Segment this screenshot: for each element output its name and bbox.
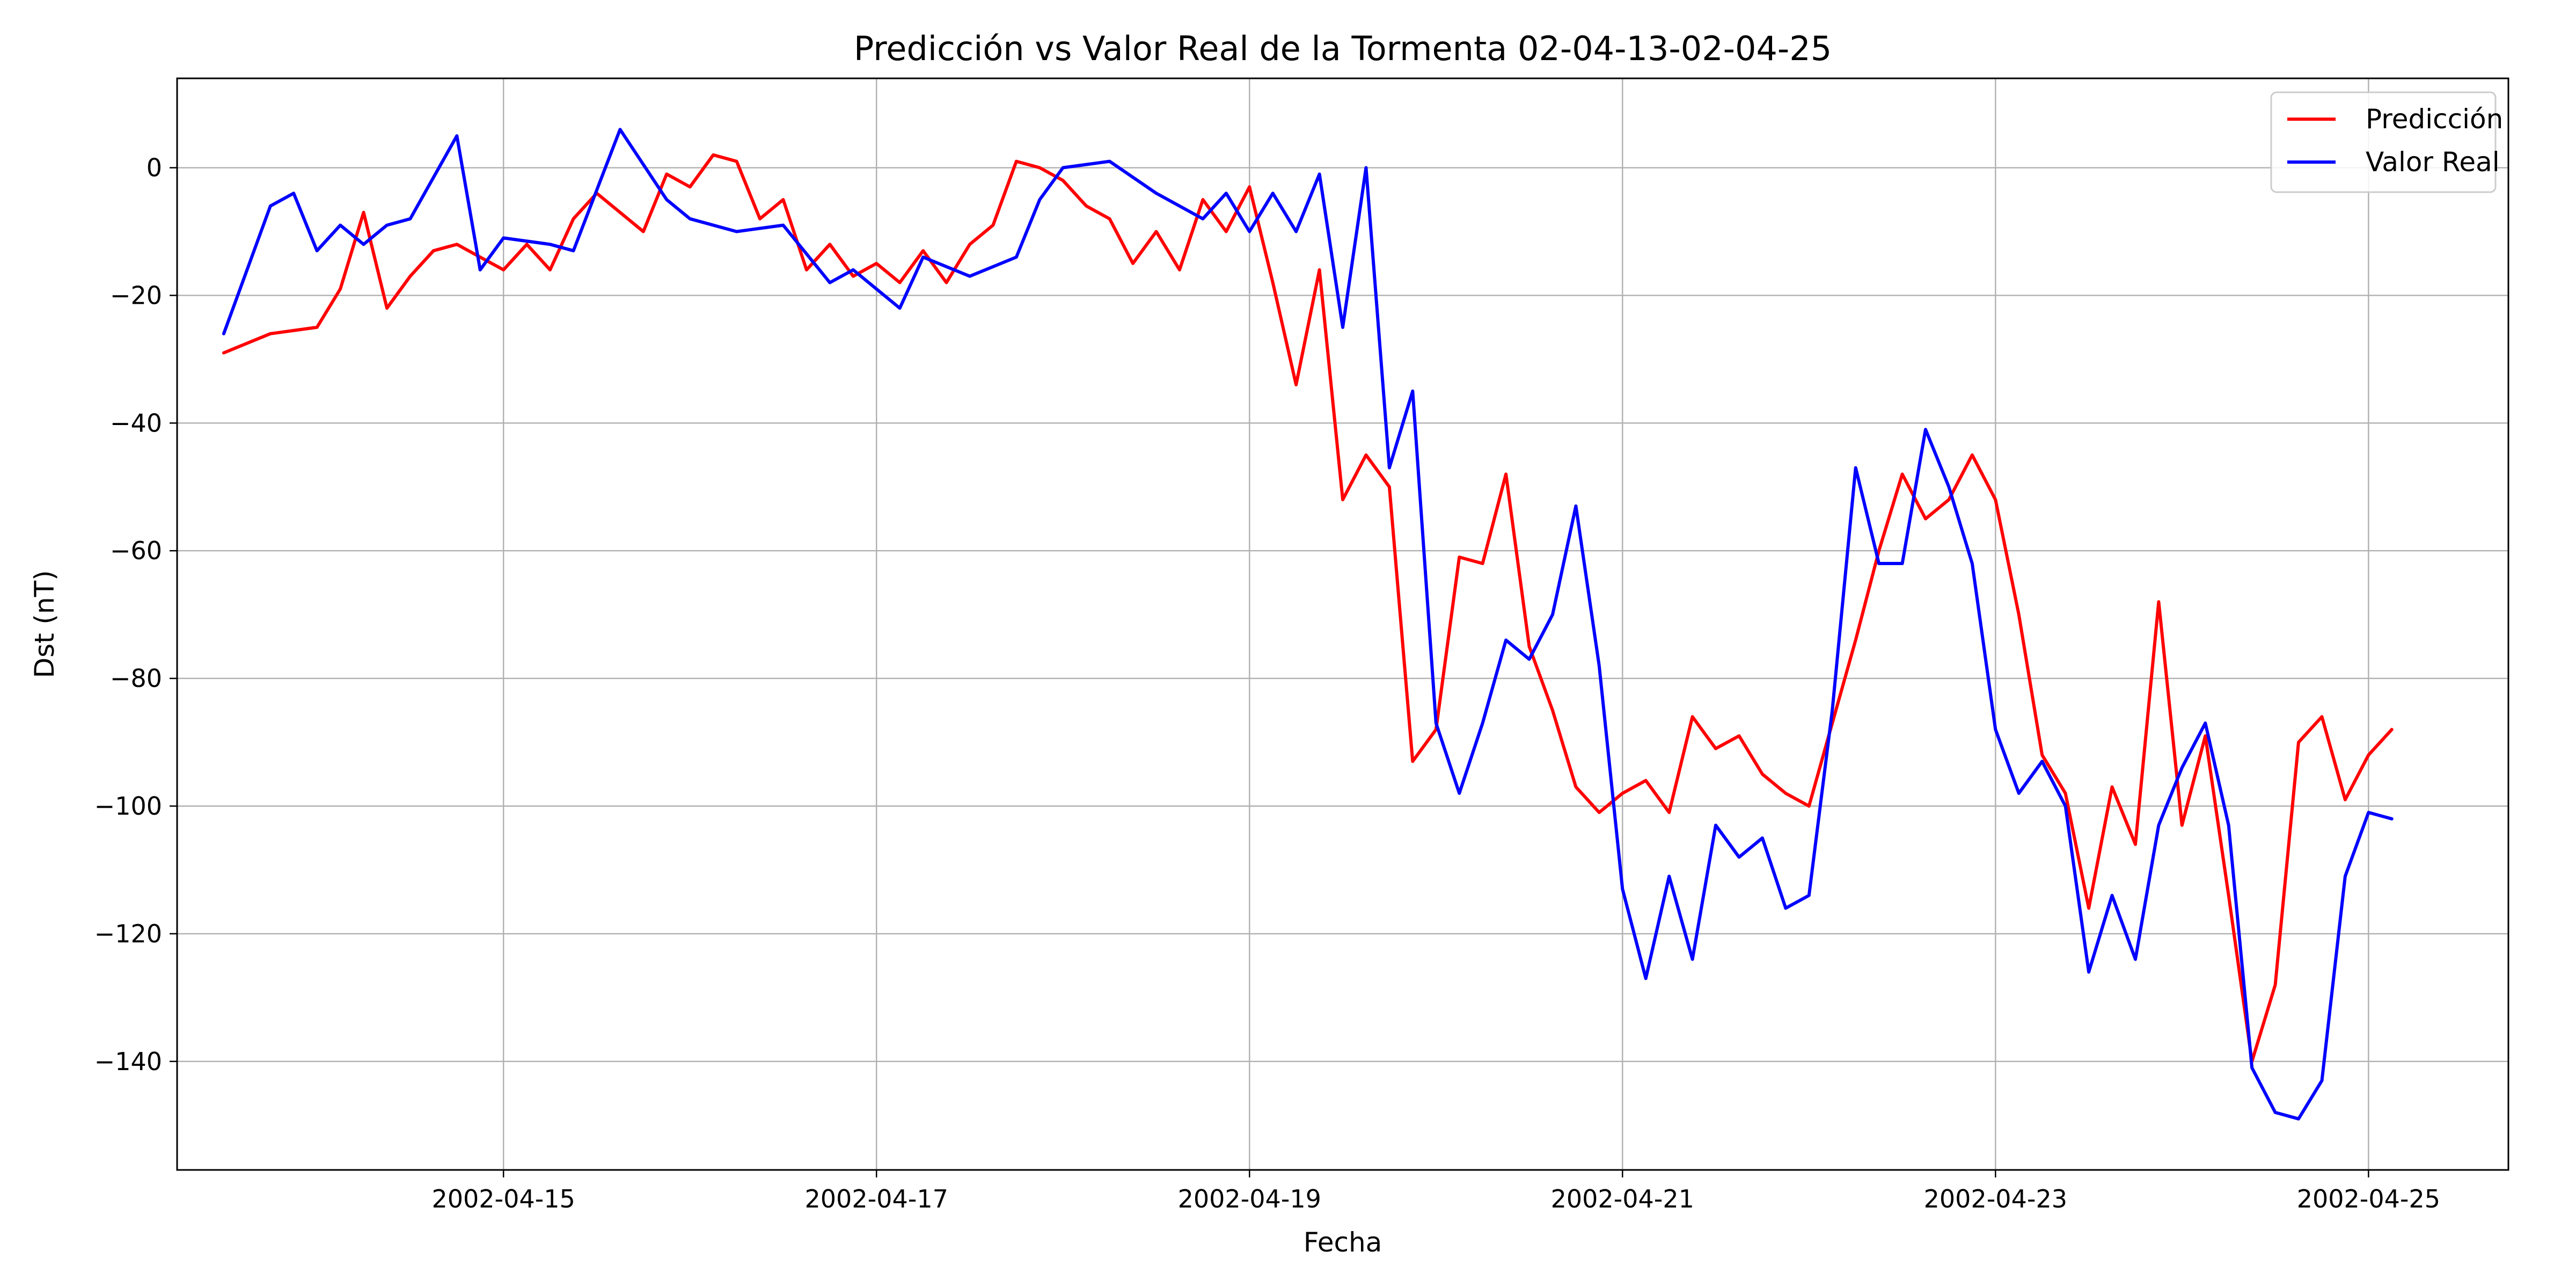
y-tick-label: 0 (147, 153, 162, 182)
x-tick-label: 2002-04-19 (1178, 1184, 1321, 1213)
legend-box (2270, 91, 2497, 193)
y-tick-label: −80 (110, 664, 162, 693)
y-axis-title: Dst (nT) (29, 570, 60, 678)
x-tick-label: 2002-04-23 (1924, 1184, 2067, 1213)
series-lines (222, 128, 2394, 1121)
series-line-valor-real (222, 128, 2394, 1121)
plot-area-frame (176, 77, 2509, 1171)
y-tick-label: −140 (94, 1047, 162, 1076)
axis-ticks: 2002-04-15 2002-04-17 2002-04-19 2002-04-21… (94, 153, 2440, 1213)
series-line-prediccion (222, 153, 2394, 1063)
legend-label-valor-real: Valor Real (2366, 147, 2500, 178)
chart-title: Predicción vs Valor Real de la Tormenta … (854, 29, 1832, 68)
x-tick-label: 2002-04-21 (1551, 1184, 1694, 1213)
y-tick-label: −60 (110, 536, 162, 565)
x-tick-label: 2002-04-15 (431, 1184, 575, 1213)
y-tick-label: −100 (94, 792, 162, 821)
legend: Predicción Valor Real (2270, 91, 2503, 193)
x-axis-title: Fecha (1304, 1227, 1382, 1258)
y-tick-label: −120 (94, 919, 162, 948)
y-tick-label: −20 (110, 281, 162, 310)
x-tick-label: 2002-04-17 (805, 1184, 948, 1213)
legend-label-prediccion: Predicción (2366, 104, 2503, 135)
x-tick-label: 2002-04-25 (2297, 1184, 2440, 1213)
grid-lines (177, 78, 2508, 1170)
y-tick-label: −40 (110, 408, 162, 437)
